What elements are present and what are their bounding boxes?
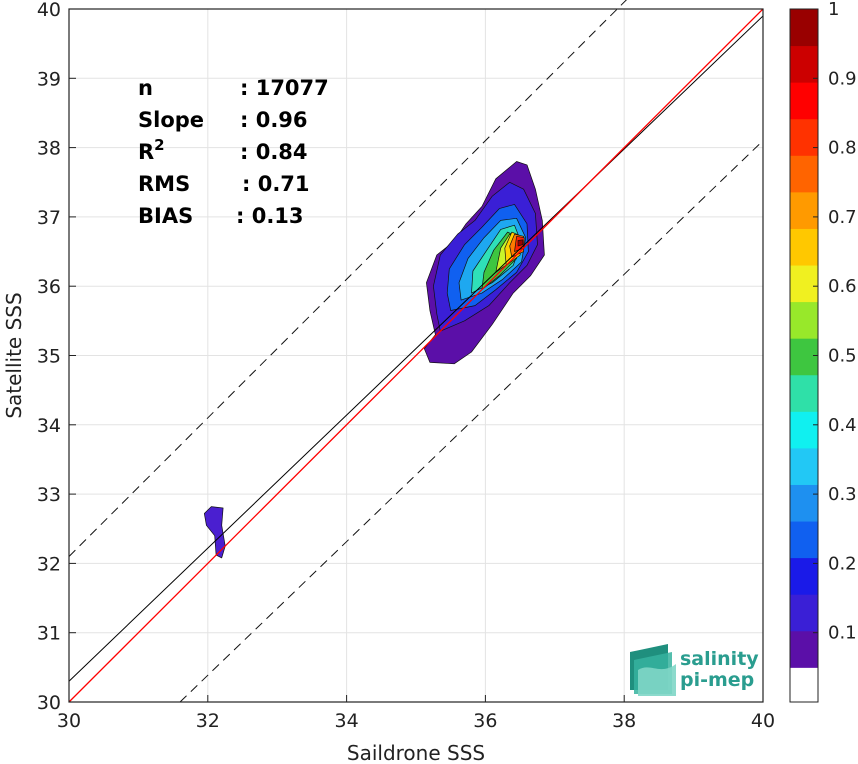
y-tick-label: 34	[37, 415, 61, 437]
contour-level-1	[517, 239, 524, 247]
colorbar: 0.1 0.2 0.3 0.4 0.5 0.6 0.7 0.8 0.9 1	[789, 0, 857, 703]
y-tick-label: 32	[37, 553, 61, 575]
colorbar-segment	[790, 301, 818, 339]
colorbar-segment	[790, 594, 818, 632]
x-tick-label: 30	[57, 710, 81, 732]
y-tick-label: 39	[37, 68, 61, 90]
colorbar-tick-label: 1	[828, 0, 839, 20]
colorbar-segment	[790, 521, 818, 559]
colorbar-tick-label: 0.6	[828, 276, 857, 297]
colorbar-tick-label: 0.4	[828, 415, 857, 436]
grid-lines	[68, 8, 764, 703]
stat-value: : 0.13	[236, 204, 304, 228]
contour-layer	[203, 161, 545, 559]
x-tick-label: 34	[335, 710, 359, 732]
colorbar-tick-label: 0.5	[828, 346, 857, 367]
y-axis-label: Satellite SSS	[2, 292, 26, 418]
x-axis-ticks: 30 32 34 36 38 40	[57, 695, 775, 732]
stat-value: : 0.71	[242, 172, 310, 196]
logo-waves-icon	[630, 644, 676, 696]
regression-line	[68, 15, 764, 682]
stat-key: n	[138, 76, 153, 100]
y-tick-label: 38	[37, 138, 61, 160]
y-tick-label: 31	[37, 623, 61, 645]
colorbar-segment	[790, 9, 818, 47]
y-tick-label: 36	[37, 276, 61, 298]
colorbar-segment-empty	[790, 667, 818, 702]
stat-key: RMS	[138, 172, 190, 196]
x-tick-label: 36	[473, 710, 497, 732]
y-tick-label: 33	[37, 484, 61, 506]
colorbar-segment	[790, 484, 818, 522]
stat-value: : 0.84	[240, 140, 308, 164]
x-tick-label: 32	[196, 710, 220, 732]
y-axis-ticks: 30 31 32 33 34 35 36 37 38 39 40	[37, 0, 76, 714]
y-tick-label: 37	[37, 207, 61, 229]
colorbar-segment	[790, 45, 818, 83]
colorbar-segment	[790, 338, 818, 376]
contour-level-0.05	[203, 506, 226, 559]
reference-lines	[68, 0, 764, 703]
x-tick-label: 38	[612, 710, 636, 732]
x-tick-label: 40	[751, 710, 775, 732]
colorbar-segment	[790, 630, 818, 668]
colorbar-segment	[790, 265, 818, 303]
stat-superscript: 2	[154, 136, 164, 154]
colorbar-segment	[790, 374, 818, 412]
colorbar-segment	[790, 191, 818, 229]
colorbar-segment	[790, 155, 818, 193]
colorbar-segment	[790, 411, 818, 449]
y-tick-label: 40	[37, 0, 61, 21]
stat-value: : 0.96	[240, 108, 308, 132]
colorbar-segment	[790, 82, 818, 120]
colorbar-tick-label: 0.9	[828, 68, 857, 89]
salinity-pimep-logo: salinity pi-mep	[630, 644, 759, 696]
identity-line	[68, 8, 764, 703]
colorbar-tick-label: 0.8	[828, 138, 857, 159]
logo-line1: salinity	[680, 648, 759, 670]
logo-line2: pi-mep	[680, 669, 754, 691]
colorbar-segment	[790, 118, 818, 156]
colorbar-tick-label: 0.7	[828, 207, 857, 228]
y-tick-label: 35	[37, 346, 61, 368]
colorbar-tick-label: 0.3	[828, 484, 857, 505]
colorbar-tick-label: 0.1	[828, 623, 857, 644]
y-tick-label: 30	[37, 692, 61, 714]
stat-value: : 17077	[240, 76, 329, 100]
colorbar-segment	[790, 228, 818, 266]
x-axis-label: Saildrone SSS	[347, 741, 485, 764]
colorbar-segment	[790, 447, 818, 485]
stat-key: BIAS	[138, 204, 193, 228]
stat-key: Slope	[138, 108, 204, 132]
colorbar-tick-label: 0.2	[828, 553, 857, 574]
